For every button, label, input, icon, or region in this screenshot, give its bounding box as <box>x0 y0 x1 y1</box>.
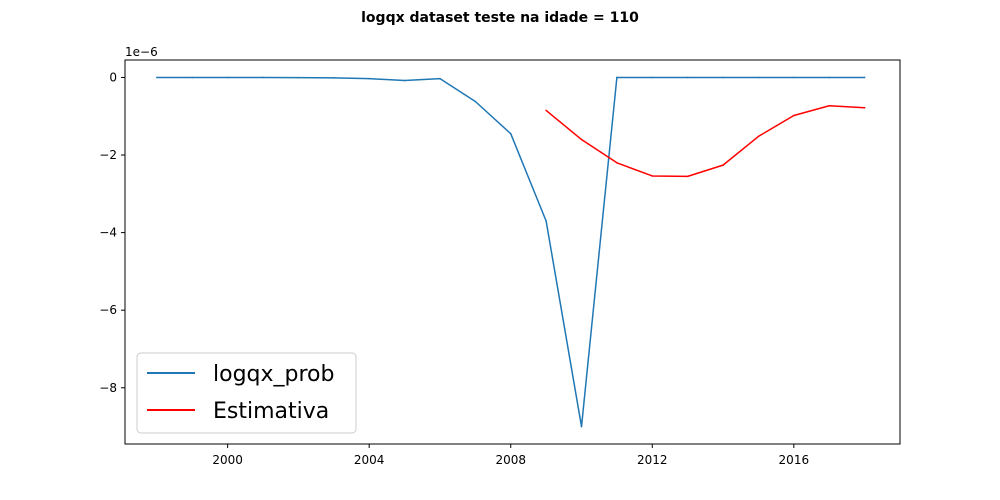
series-layer <box>156 76 866 428</box>
data-point-logqx_prob <box>722 76 724 79</box>
data-point-logqx_prob <box>793 76 795 79</box>
data-point-logqx_prob <box>226 76 229 79</box>
legend-label-logqx_prob: logqx_prob <box>213 362 334 387</box>
chart-title: logqx dataset teste na idade = 110 <box>361 10 639 26</box>
x-tick-label: 2012 <box>637 453 668 467</box>
data-point-logqx_prob <box>616 76 618 79</box>
data-point-logqx_prob <box>651 76 654 79</box>
y-tick-label: −6 <box>99 303 117 317</box>
plot-frame <box>124 59 901 445</box>
data-point-Estimativa <box>757 135 760 138</box>
plot-area <box>124 59 901 445</box>
data-point-logqx_prob <box>509 132 512 135</box>
data-point-Estimativa <box>828 104 831 107</box>
data-point-logqx_prob <box>403 79 406 82</box>
y-tick-label: 0 <box>109 70 117 84</box>
data-point-logqx_prob <box>474 100 477 103</box>
data-point-logqx_prob <box>368 77 370 80</box>
x-tick-label: 2000 <box>212 453 243 467</box>
y-tick-label: −8 <box>99 381 117 395</box>
x-axis: 2000 2004 2008 2012 2016 <box>212 444 809 467</box>
data-point-Estimativa <box>863 106 866 109</box>
data-point-logqx_prob <box>191 76 194 79</box>
y-axis: 0 −2 −4 −6 −8 <box>99 70 125 395</box>
data-point-logqx_prob <box>863 76 866 79</box>
data-point-logqx_prob <box>828 76 831 79</box>
x-tick-label: 2016 <box>779 453 810 467</box>
data-point-logqx_prob <box>262 76 264 79</box>
data-point-Estimativa <box>616 161 618 164</box>
series-line-Estimativa <box>545 105 865 178</box>
y-tick-label: −2 <box>99 148 117 162</box>
legend-label-Estimativa: Estimativa <box>213 399 329 424</box>
x-tick-label: 2004 <box>354 453 385 467</box>
y-tick-label: −4 <box>99 226 117 240</box>
data-point-logqx_prob <box>545 220 547 222</box>
legend: logqx_prob Estimativa <box>136 352 357 434</box>
data-point-Estimativa <box>722 164 724 166</box>
data-point-logqx_prob <box>757 76 760 79</box>
data-point-logqx_prob <box>580 425 583 428</box>
data-point-Estimativa <box>545 109 547 112</box>
data-point-Estimativa <box>686 175 689 178</box>
data-point-logqx_prob <box>297 76 300 79</box>
data-point-logqx_prob <box>439 77 441 80</box>
y-axis-offset-label: 1e−6 <box>125 45 158 59</box>
data-point-Estimativa <box>793 114 795 117</box>
data-point-Estimativa <box>651 175 654 177</box>
x-tick-label: 2008 <box>495 453 526 467</box>
data-point-logqx_prob <box>686 76 689 79</box>
data-point-Estimativa <box>580 138 583 141</box>
data-point-logqx_prob <box>156 76 158 79</box>
data-point-logqx_prob <box>332 77 335 79</box>
